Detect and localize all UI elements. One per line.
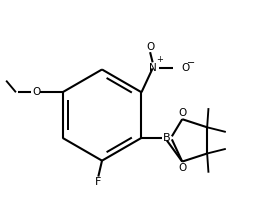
Text: B: B — [163, 133, 171, 143]
Text: O: O — [181, 63, 190, 73]
Text: +: + — [156, 55, 163, 64]
Text: O: O — [32, 87, 40, 97]
Text: O: O — [146, 42, 154, 52]
Text: −: − — [187, 58, 195, 68]
Text: O: O — [178, 108, 186, 118]
Text: O: O — [178, 163, 186, 173]
Text: F: F — [95, 177, 102, 187]
Text: N: N — [149, 63, 157, 73]
